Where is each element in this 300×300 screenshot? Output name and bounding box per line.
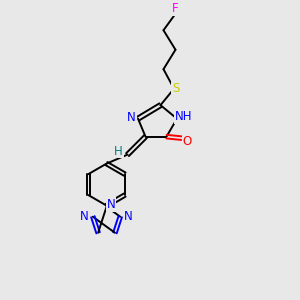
Text: S: S [172, 82, 179, 95]
Text: N: N [80, 210, 89, 223]
Text: F: F [172, 2, 179, 15]
Text: N: N [127, 111, 136, 124]
Text: NH: NH [175, 110, 192, 123]
Text: N: N [124, 210, 133, 223]
Text: O: O [183, 135, 192, 148]
Text: H: H [114, 145, 123, 158]
Text: N: N [107, 198, 116, 211]
